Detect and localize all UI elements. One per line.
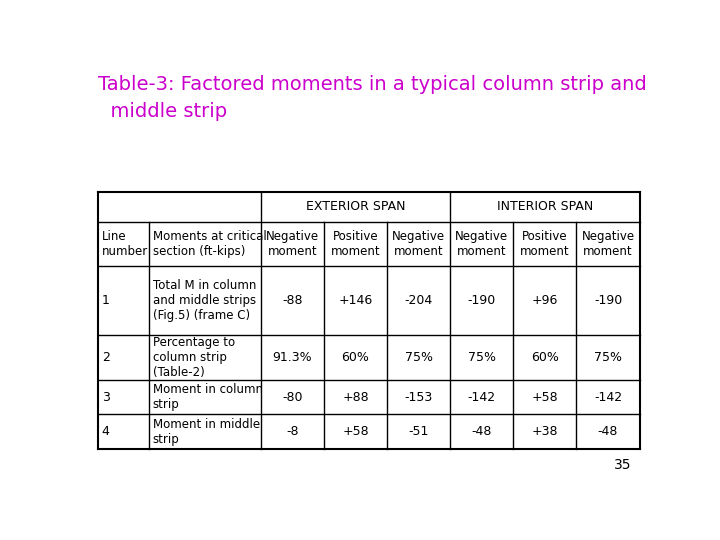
Text: 75%: 75% [594, 351, 622, 364]
Text: 60%: 60% [341, 351, 369, 364]
Text: -51: -51 [408, 425, 429, 438]
Text: Total M in column
and middle strips
(Fig.5) (frame C): Total M in column and middle strips (Fig… [153, 279, 256, 322]
Text: -48: -48 [472, 425, 492, 438]
Text: EXTERIOR SPAN: EXTERIOR SPAN [306, 200, 405, 213]
Text: -142: -142 [468, 390, 496, 403]
Text: Table-3: Factored moments in a typical column strip and: Table-3: Factored moments in a typical c… [99, 75, 647, 94]
Text: -142: -142 [594, 390, 622, 403]
Text: 35: 35 [613, 458, 631, 472]
Text: Negative
moment: Negative moment [266, 230, 319, 258]
Text: -190: -190 [594, 294, 622, 307]
Text: 4: 4 [102, 425, 109, 438]
Text: +58: +58 [531, 390, 558, 403]
Text: -153: -153 [405, 390, 433, 403]
Text: Negative
moment: Negative moment [392, 230, 445, 258]
Text: Percentage to
column strip
(Table-2): Percentage to column strip (Table-2) [153, 336, 235, 379]
Text: Negative
moment: Negative moment [582, 230, 634, 258]
Text: Negative
moment: Negative moment [455, 230, 508, 258]
Text: -8: -8 [286, 425, 299, 438]
Text: +88: +88 [342, 390, 369, 403]
Text: Positive
moment: Positive moment [330, 230, 380, 258]
Text: +146: +146 [338, 294, 372, 307]
Text: Line
number: Line number [102, 230, 148, 258]
Text: 75%: 75% [468, 351, 496, 364]
Text: INTERIOR SPAN: INTERIOR SPAN [497, 200, 593, 213]
Text: +38: +38 [531, 425, 558, 438]
Text: -190: -190 [467, 294, 496, 307]
Text: 75%: 75% [405, 351, 433, 364]
Text: middle strip: middle strip [99, 102, 228, 121]
Text: +96: +96 [532, 294, 558, 307]
Text: Moment in middle
strip: Moment in middle strip [153, 418, 260, 446]
Text: Moments at critical
section (ft-kips): Moments at critical section (ft-kips) [153, 230, 266, 258]
Text: Moment in column
strip: Moment in column strip [153, 383, 263, 411]
Text: +58: +58 [342, 425, 369, 438]
Text: -204: -204 [405, 294, 433, 307]
Text: 91.3%: 91.3% [272, 351, 312, 364]
Text: 60%: 60% [531, 351, 559, 364]
Text: 2: 2 [102, 351, 109, 364]
Text: 1: 1 [102, 294, 109, 307]
Text: 3: 3 [102, 390, 109, 403]
Text: -88: -88 [282, 294, 302, 307]
Text: -48: -48 [598, 425, 618, 438]
Text: -80: -80 [282, 390, 302, 403]
Text: Positive
moment: Positive moment [520, 230, 570, 258]
